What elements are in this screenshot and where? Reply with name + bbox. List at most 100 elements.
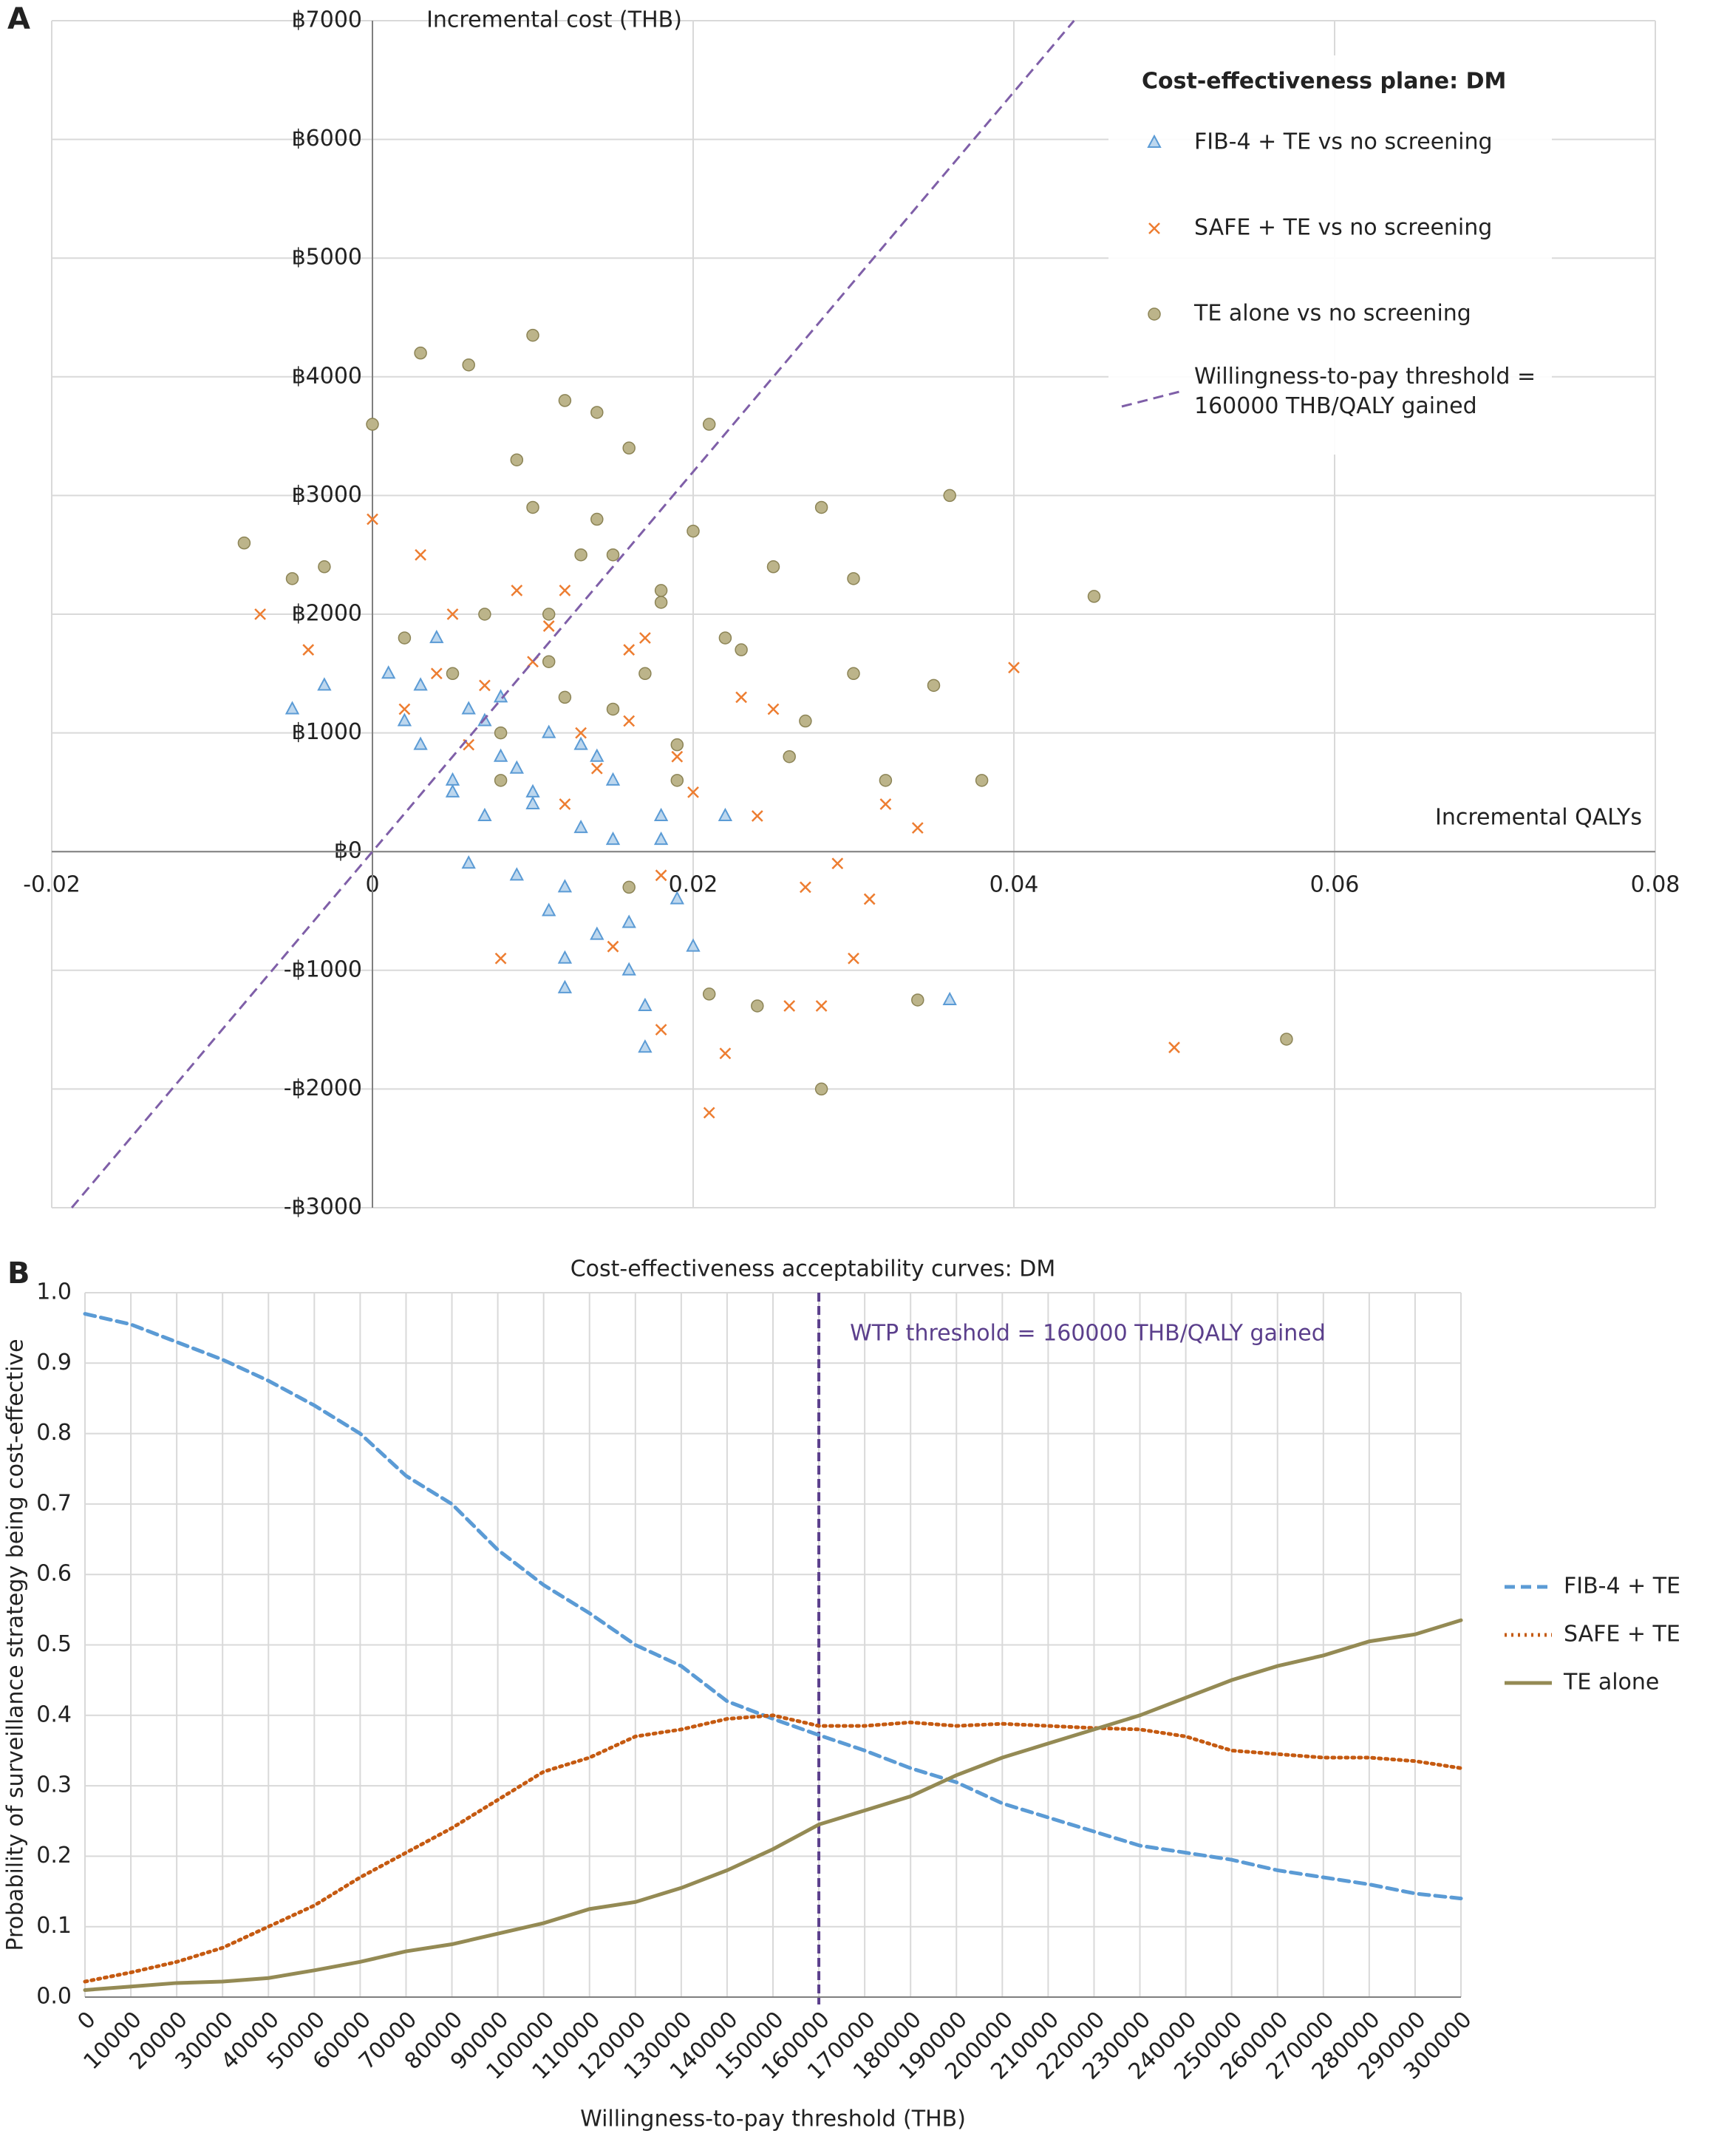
marker-x <box>863 893 876 905</box>
marker-circle <box>718 631 732 645</box>
marker-x <box>831 857 844 870</box>
legend-label: TE alone <box>1563 1670 1659 1696</box>
legend-label: SAFE + TE <box>1564 1622 1680 1647</box>
series-line <box>83 1713 1463 1984</box>
marker-triangle <box>542 902 556 917</box>
legend-title: Cost-effectiveness plane: DM <box>1142 69 1506 95</box>
marker-triangle <box>590 926 604 940</box>
marker-x <box>800 881 811 894</box>
marker-circle <box>398 631 412 645</box>
marker-triangle <box>445 772 460 786</box>
x-tick-label: 0.04 <box>989 872 1039 898</box>
x-tick-label: -0.02 <box>23 872 81 898</box>
marker-triangle <box>445 783 460 798</box>
marker-circle <box>494 774 508 787</box>
y-tick-label: ฿7000 <box>292 7 362 33</box>
y-tick-label: 0.7 <box>36 1490 72 1516</box>
marker-circle <box>735 643 748 656</box>
y-tick-label: 0.3 <box>36 1772 72 1798</box>
x-tick-label: 0.08 <box>1631 872 1680 898</box>
legend-label: Willingness-to-pay threshold = 160000 TH… <box>1194 364 1536 419</box>
marker-circle <box>1148 307 1161 321</box>
marker-circle <box>911 993 924 1007</box>
y-tick-label: -฿1000 <box>284 956 362 982</box>
marker-x <box>767 703 780 715</box>
legend-box <box>1108 55 1552 455</box>
marker-triangle <box>525 783 540 798</box>
marker-triangle <box>718 807 733 822</box>
marker-circle <box>542 608 556 621</box>
series-line <box>83 1618 1463 1992</box>
marker-circle <box>751 999 764 1013</box>
threshold-line <box>70 20 1075 1208</box>
x-axis-title: Incremental QALYs <box>1435 805 1642 831</box>
marker-circle <box>542 655 556 668</box>
marker-x <box>1008 662 1020 674</box>
x-axis-title: Willingness-to-pay threshold (THB) <box>580 2106 966 2132</box>
marker-x <box>559 798 571 810</box>
legend-swatch <box>1121 390 1180 408</box>
marker-circle <box>814 500 828 514</box>
y-tick-label: ฿3000 <box>292 482 362 508</box>
marker-x <box>254 608 266 620</box>
marker-circle <box>702 418 716 431</box>
marker-circle <box>318 560 331 574</box>
marker-x <box>542 620 555 632</box>
marker-triangle <box>638 997 653 1011</box>
y-tick-label: ฿6000 <box>292 126 362 152</box>
y-axis-title: Probability of surveillance strategy bei… <box>3 1339 29 1951</box>
y-tick-label: 0.4 <box>36 1701 72 1727</box>
marker-x <box>783 1000 796 1012</box>
marker-circle <box>927 679 941 693</box>
marker-triangle <box>605 772 621 786</box>
marker-x <box>639 632 651 645</box>
marker-x <box>751 810 763 822</box>
marker-x <box>623 715 636 727</box>
marker-triangle <box>542 724 556 738</box>
y-tick-label: 0.0 <box>36 1984 72 2010</box>
marker-x <box>446 608 459 620</box>
marker-x <box>655 869 667 882</box>
marker-triangle <box>653 807 669 822</box>
marker-circle <box>574 548 587 562</box>
marker-circle <box>702 987 716 1001</box>
marker-triangle <box>413 736 428 750</box>
marker-circle <box>783 749 796 764</box>
marker-triangle <box>942 991 957 1005</box>
marker-x <box>879 798 892 810</box>
marker-x <box>1168 1041 1180 1054</box>
marker-x <box>1148 222 1160 234</box>
marker-triangle <box>509 867 524 881</box>
marker-triangle <box>509 760 524 774</box>
marker-triangle <box>557 950 573 964</box>
panel-label: B <box>7 1256 30 1290</box>
marker-triangle <box>413 677 428 691</box>
marker-circle <box>654 584 668 597</box>
y-tick-label: 0.2 <box>36 1843 72 1868</box>
marker-triangle <box>573 819 588 834</box>
marker-circle <box>1087 590 1101 603</box>
marker-circle <box>622 441 636 455</box>
marker-circle <box>1280 1033 1293 1046</box>
marker-x <box>815 1000 828 1012</box>
marker-circle <box>638 667 652 681</box>
marker-circle <box>670 738 684 752</box>
marker-triangle <box>590 748 604 762</box>
y-axis-title: Incremental cost (THB) <box>426 7 682 33</box>
y-tick-label: 0.6 <box>36 1561 72 1587</box>
marker-circle <box>526 500 539 514</box>
marker-circle <box>766 560 780 574</box>
legend-label: TE alone vs no screening <box>1193 301 1471 327</box>
marker-triangle <box>525 795 540 809</box>
marker-triangle <box>461 855 476 869</box>
marker-x <box>398 703 411 715</box>
marker-circle <box>975 774 989 787</box>
marker-x <box>703 1106 715 1119</box>
marker-triangle <box>621 962 636 976</box>
marker-circle <box>478 608 491 621</box>
marker-triangle <box>670 891 684 905</box>
marker-triangle <box>621 914 636 928</box>
marker-circle <box>590 512 604 526</box>
marker-circle <box>606 702 620 716</box>
